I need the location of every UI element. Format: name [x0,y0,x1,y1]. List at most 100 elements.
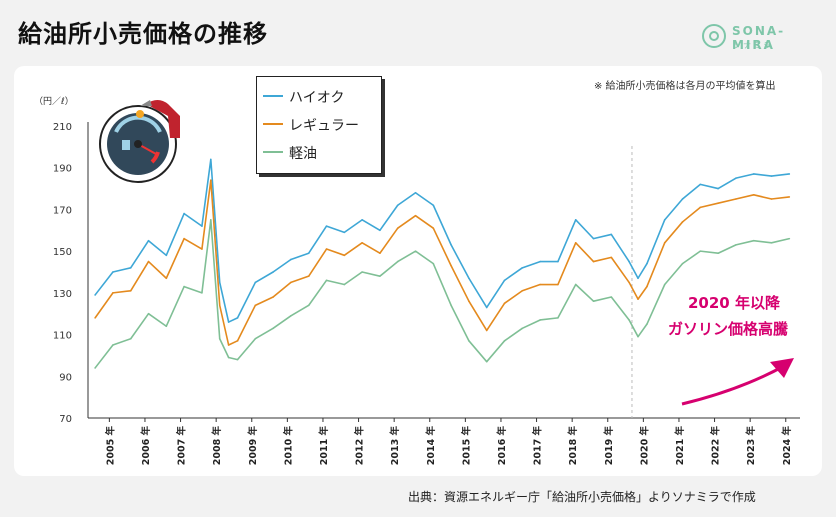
regular-point [637,298,639,300]
diesel-point [699,250,702,252]
high-octane-point [610,233,613,236]
high-octane-point [663,219,666,221]
diesel-line [94,219,790,369]
y-tick-label: 190 [53,164,72,175]
high-octane-point [699,183,702,186]
diesel-point [343,283,346,286]
diesel-point [663,283,666,286]
annotation-line-2: ガソリン価格高騰 [668,320,789,338]
regular-point [272,296,274,298]
logo-mark-icon [702,24,726,48]
diesel-point [432,262,435,265]
annotation-line-1: 2020 年以降 [688,294,780,312]
regular-point [227,344,230,346]
regular-point [290,281,292,284]
diesel-point [610,296,613,298]
x-tick-label: 2023 年 [745,426,757,466]
diesel-point [503,340,506,342]
diesel-point [254,337,257,340]
y-axis-unit: （円／ℓ） [34,97,74,107]
trend-arrow-icon [681,364,785,406]
diesel-point [147,312,150,315]
diesel-point [183,285,185,288]
diesel-point [290,315,292,317]
x-tick-label: 2016 年 [496,426,508,466]
diesel-point [752,239,755,242]
diesel-point [574,283,577,286]
y-tick-label: 130 [53,289,72,300]
high-octane-point [183,212,185,215]
x-tick-label: 2007 年 [176,426,188,466]
regular-point [770,198,773,200]
diesel-point [396,260,399,263]
trend-arrowhead-icon [770,358,794,378]
diesel-point [521,327,524,330]
high-octane-point [165,254,168,257]
high-octane-point [637,277,639,280]
x-tick-label: 2010 年 [282,426,294,466]
regular-point [663,242,666,244]
logo-name: SONA-MIRA [732,24,786,52]
high-octane-point [112,271,114,273]
diesel-point [770,242,773,244]
x-tick-label: 2018 年 [567,426,579,466]
regular-point [592,260,595,263]
legend-label: レギュラー [289,118,359,134]
high-octane-point [521,267,524,269]
high-octane-point [450,244,452,246]
regular-point [414,214,417,217]
high-octane-point [147,239,150,242]
diesel-point [210,219,212,221]
high-octane-point [379,229,381,232]
diesel-point [218,337,221,340]
high-octane-point [227,321,230,323]
high-octane-point [788,173,791,175]
high-octane-point [592,237,595,240]
diesel-point [628,319,630,321]
regular-point [717,202,719,204]
y-tick-label: 70 [59,414,72,425]
high-octane-point [503,279,506,282]
high-octane-point [717,187,719,190]
diesel-point [165,325,168,328]
regular-point [165,277,168,280]
y-tick-label: 110 [53,331,72,342]
high-octane-point [201,225,203,227]
high-octane-point [272,271,274,273]
regular-point [468,300,470,303]
regular-point [450,264,452,267]
high-octane-point [236,317,239,319]
regular-point [699,206,702,209]
regular-point [396,227,399,229]
regular-point [94,317,96,319]
x-tick-label: 2013 年 [389,426,401,466]
y-tick-label: 170 [53,205,72,216]
chart-note: ※ 給油所小売価格は各月の平均値を算出 [594,81,776,92]
high-octane-point [574,219,577,221]
x-tick-label: 2021 年 [674,426,686,466]
regular-point [628,281,630,284]
high-octane-line [94,158,790,323]
high-octane-point [557,260,559,263]
diesel-point [646,323,648,325]
diesel-point [539,319,541,321]
diesel-point [468,340,470,342]
regular-point [503,302,506,305]
regular-point [485,329,488,332]
high-octane-point [752,173,755,175]
x-tick-label: 2024 年 [781,426,793,466]
diesel-point [717,252,719,255]
diesel-point [681,262,684,265]
diesel-point [735,244,737,246]
high-octane-point [254,281,257,284]
x-tick-label: 2022 年 [710,426,722,466]
regular-point [361,242,363,244]
high-octane-point [129,267,132,269]
high-octane-point [361,219,363,221]
fuel-gauge-icon [96,96,192,188]
high-octane-point [681,198,684,200]
regular-point [752,194,755,196]
chart-legend: ハイオク レギュラー 軽油 [256,76,382,174]
diesel-point [227,356,230,359]
